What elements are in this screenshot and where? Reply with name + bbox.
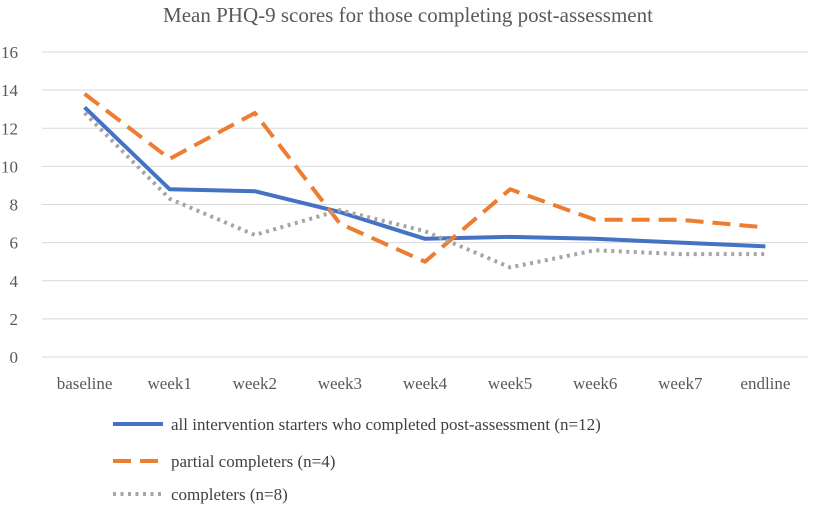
y-tick-label: 0	[10, 348, 19, 367]
x-axis-tick-labels: baseline week1 week2 week3 week4 week5 week6 we…	[57, 374, 791, 393]
legend: all intervention starters who completed …	[113, 415, 601, 504]
y-tick-label: 8	[10, 196, 19, 215]
y-tick-label: 16	[1, 43, 18, 62]
x-tick-label: week6	[573, 374, 617, 393]
legend-label-2: partial completers (n=4)	[171, 452, 335, 471]
y-axis-tick-labels: 0 2 4 6 8 10 12 14 16	[1, 43, 19, 367]
chart-title: Mean PHQ-9 scores for those completing p…	[163, 3, 653, 27]
y-tick-label: 6	[10, 234, 19, 253]
gridlines	[42, 51, 808, 358]
legend-label-1: all intervention starters who completed …	[171, 415, 601, 434]
x-tick-label: week1	[147, 374, 191, 393]
y-tick-label: 4	[10, 272, 19, 291]
x-tick-label: endline	[740, 374, 790, 393]
x-tick-label: week5	[488, 374, 532, 393]
x-tick-label: week2	[233, 374, 277, 393]
y-tick-label: 14	[1, 81, 19, 100]
x-tick-label: week4	[403, 374, 448, 393]
y-tick-label: 10	[1, 157, 18, 176]
series-line-3	[83, 111, 766, 270]
x-tick-label: week7	[658, 374, 703, 393]
y-tick-label: 2	[10, 310, 19, 329]
series-lines	[83, 92, 766, 270]
x-tick-label: baseline	[57, 374, 113, 393]
y-tick-label: 12	[1, 119, 18, 138]
series-line-1	[83, 105, 766, 249]
series-line-2	[83, 92, 766, 264]
legend-label-3: completers (n=8)	[171, 485, 288, 504]
x-tick-label: week3	[318, 374, 362, 393]
